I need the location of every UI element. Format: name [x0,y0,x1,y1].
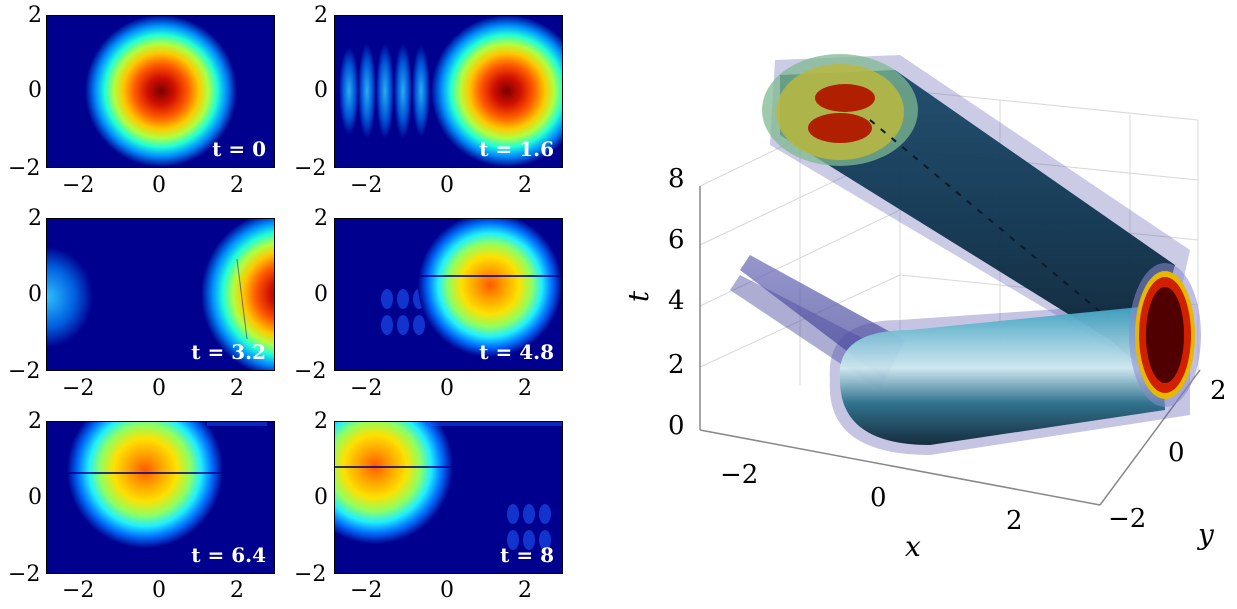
x-tick: −2 [62,173,95,198]
y-tick: 0 [28,282,42,307]
time-label: t = 8 [500,543,554,567]
x-tick: 2 [230,376,244,401]
y-tick: 0 [28,78,42,103]
x-tick: 2 [230,173,244,198]
x-tick: 2 [518,173,532,198]
x-tick: 0 [152,376,166,401]
y-tick: 2 [314,206,328,231]
y-tick: 2 [28,206,42,231]
x-tick: 0 [152,578,166,603]
y-tick: −2 [294,562,327,587]
y-tick: −2 [8,156,41,181]
time-label: t = 1.6 [479,137,554,161]
time-label: t = 3.2 [191,340,266,364]
y-axis-label: y [1198,518,1214,551]
t-tick: 0 [668,411,685,441]
x-axis-label: x [905,530,921,563]
x-tick: −2 [62,376,95,401]
x-tick: −2 [350,376,383,401]
x-tick: 0 [870,483,887,513]
heatmap-panel-t4-8: t = 4.8 [334,218,563,371]
x-tick: −2 [350,173,383,198]
time-label: t = 6.4 [191,543,266,567]
isosurface-3d-plot: 8 6 4 2 0 −2 0 2 2 0 −2 t x y [600,0,1237,605]
x-tick: −2 [62,578,95,603]
x-tick: −2 [350,578,383,603]
x-tick: 0 [152,173,166,198]
y-tick: 0 [28,485,42,510]
x-tick: 2 [518,376,532,401]
heatmap-panel-t8: t = 8 [334,421,563,574]
heatmap-panel-t1-6: t = 1.6 [334,15,563,168]
heatmap-panel-t6-4: t = 6.4 [46,421,275,574]
t-tick: 4 [668,286,685,316]
x-tick: 2 [518,578,532,603]
time-label: t = 0 [212,137,266,161]
t-tick: 6 [668,225,685,255]
x-tick: 2 [230,578,244,603]
heatmap-panel-t0: t = 0 [46,15,275,168]
t-tick: 2 [668,350,685,380]
y-tick: 0 [314,282,328,307]
x-tick: −2 [720,460,759,490]
y-tick: 0 [314,485,328,510]
y-tick: 2 [314,3,328,28]
y-tick: −2 [294,359,327,384]
y-tick: 2 [314,409,328,434]
y-tick: −2 [8,562,41,587]
y-tick: 0 [314,78,328,103]
time-label: t = 4.8 [479,340,554,364]
t-tick: 8 [668,164,685,194]
isosurface-canvas [699,54,1201,506]
y-tick: −2 [1108,504,1147,534]
x-tick: 0 [440,376,454,401]
x-tick: 0 [440,578,454,603]
y-tick: 2 [28,3,42,28]
y-tick: 2 [28,409,42,434]
x-tick: 0 [440,173,454,198]
t-axis-label: t [622,290,656,303]
y-tick: 0 [1168,438,1185,468]
y-tick: 2 [1210,376,1227,406]
y-tick: −2 [294,156,327,181]
y-tick: −2 [8,359,41,384]
heatmap-panel-t3-2: t = 3.2 [46,218,275,371]
x-tick: 2 [1006,506,1023,536]
